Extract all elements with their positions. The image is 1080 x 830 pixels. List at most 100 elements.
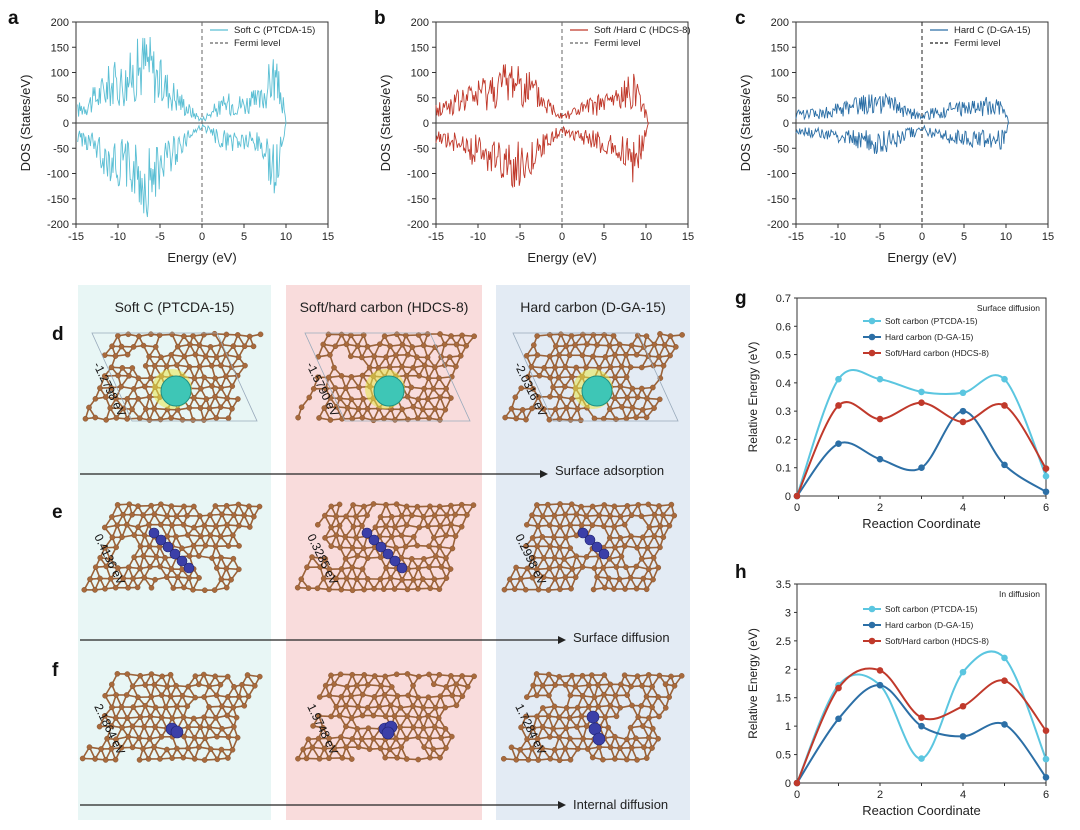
carbon-atom [192,673,199,679]
data-point [1042,465,1050,472]
carbon-atom [661,342,668,348]
carbon-atom [591,694,598,701]
carbon-atom [201,694,207,700]
carbon-atom [529,574,536,581]
carbon-atom [202,542,209,549]
carbon-atom [589,503,596,510]
carbon-atom [612,352,618,358]
carbon-atom [146,735,153,742]
carbon-atom [534,566,540,573]
carbon-atom [333,532,340,539]
carbon-atom [388,534,395,540]
x-tick-label: 2 [877,789,883,801]
carbon-atom [437,693,444,699]
carbon-atom [218,362,224,369]
carbon-atom [436,586,443,593]
carbon-atom [525,373,531,380]
carbon-atom [327,417,334,423]
series-line [796,684,1047,784]
carbon-atom [471,333,477,340]
carbon-atom [219,725,225,732]
carbon-atom [640,534,646,541]
carbon-atom [137,565,143,572]
carbon-atom [140,553,147,559]
carbon-atom [535,586,542,593]
carbon-atom [419,576,426,582]
carbon-atom [383,501,389,508]
carbon-atom [92,756,98,762]
structure-2-2 [500,671,685,764]
carbon-atom [667,352,673,359]
arrow-head [540,470,548,478]
carbon-atom [393,671,400,678]
carbon-atom [152,576,158,583]
carbon-atom [119,724,125,731]
carbon-atom [392,524,398,530]
carbon-atom [140,512,146,518]
x-axis-label: Energy (eV) [527,250,596,265]
internal-ion [170,725,184,739]
carbon-atom [679,332,685,338]
carbon-atom [108,723,115,729]
carbon-atom [590,353,596,360]
carbon-atom [151,681,158,688]
carbon-atom [208,362,215,369]
carbon-atom [316,713,322,719]
carbon-atom [393,501,400,507]
y-tick-label: -200 [47,219,69,231]
carbon-atom [142,363,149,369]
carbon-atom [322,556,329,562]
internal-ion [586,710,600,724]
carbon-atom [224,522,230,528]
carbon-atom [545,587,552,593]
carbon-atom [415,396,422,403]
x-axis-label: Reaction Coordinate [862,516,981,531]
carbon-atom [633,563,640,570]
carbon-atom [190,586,196,593]
structure-1-0 [81,501,263,594]
carbon-atom [420,725,427,731]
carbon-atom [92,396,99,402]
legend-label: Hard C (D-GA-15) [954,25,1031,36]
carbon-atom [86,404,92,411]
carbon-atom [130,704,137,710]
carbon-atom [398,744,405,750]
carbon-atom [207,512,213,518]
carbon-atom [566,352,573,359]
carbon-atom [136,415,143,422]
carbon-atom [190,542,197,549]
y-tick-label: 50 [417,93,429,105]
carbon-atom [523,352,530,359]
x-axis-label: Energy (eV) [887,250,956,265]
carbon-atom [197,513,203,519]
carbon-atom [388,684,395,690]
carbon-atom [231,723,237,730]
carbon-atom [656,503,662,509]
carbon-atom [387,343,393,349]
carbon-atom [524,736,530,743]
carbon-atom [539,534,546,540]
legend-label: Hard carbon (D-GA-15) [885,620,974,630]
carbon-atom [360,545,367,552]
carbon-atom [348,715,355,721]
carbon-atom [446,354,453,360]
carbon-atom [426,543,432,550]
carbon-atom [578,503,584,510]
carbon-atom [246,503,252,510]
carbon-atom [607,681,614,688]
carbon-atom [624,692,631,698]
carbon-atom [540,406,547,412]
carbon-atom [552,364,558,371]
data-point [876,681,884,689]
carbon-atom [383,354,389,360]
x-axis-label: Energy (eV) [167,250,236,265]
carbon-atom [444,512,450,519]
carbon-atom [343,341,350,348]
carbon-atom [148,584,155,591]
carbon-atom [545,713,552,720]
legend-marker [868,333,876,341]
carbon-atom [326,566,333,573]
dos-spin-up-line [77,36,287,124]
carbon-atom [600,756,606,763]
carbon-atom [137,543,144,550]
